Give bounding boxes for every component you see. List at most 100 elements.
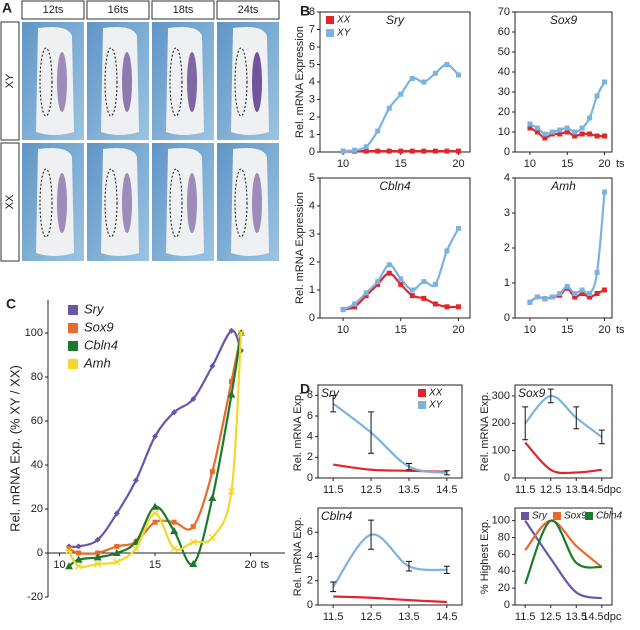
- marker: [594, 133, 600, 139]
- embryo-image: [152, 143, 214, 261]
- marker: [602, 133, 608, 139]
- plot-frame: [514, 177, 613, 319]
- plot-frame: [317, 384, 463, 479]
- chart-title: Sry: [386, 13, 405, 27]
- marker: [564, 125, 570, 131]
- y-tick-label: 1: [309, 128, 315, 140]
- marker: [455, 72, 461, 78]
- legend-swatch: [68, 305, 78, 315]
- legend-label: Amh: [83, 355, 111, 370]
- series-line: [524, 394, 603, 438]
- marker: [572, 133, 578, 139]
- y-tick-label: 3: [309, 228, 315, 240]
- marker: [363, 148, 369, 154]
- tissue: [166, 27, 204, 135]
- y-tick-label: 4: [504, 172, 510, 184]
- marker: [444, 62, 450, 67]
- x-tick-label: 10: [53, 559, 65, 571]
- y-tick-label: 6: [307, 410, 313, 422]
- legend-swatch: [418, 389, 426, 397]
- tissue: [101, 148, 139, 256]
- plot-frame: [514, 11, 613, 153]
- error-bar: [547, 388, 554, 404]
- x-tick-label: 13.5: [398, 611, 419, 623]
- y-tick-label: 8: [309, 6, 315, 18]
- y-tick-label: 8: [307, 389, 313, 401]
- marker: [594, 270, 600, 275]
- marker: [398, 281, 404, 287]
- marker: [190, 524, 196, 530]
- error-bar: [405, 463, 412, 471]
- legend-label: XY: [428, 400, 444, 411]
- marker: [190, 396, 197, 402]
- marker: [386, 105, 392, 111]
- error-bar: [522, 406, 529, 441]
- marker: [455, 225, 461, 231]
- error-bar: [598, 429, 605, 445]
- y-tick-label: 0: [504, 146, 510, 158]
- marker: [602, 287, 608, 293]
- marker: [534, 129, 540, 135]
- marker: [594, 291, 600, 296]
- y-tick-label: 4: [307, 431, 313, 443]
- marker: [527, 299, 533, 305]
- marker: [602, 189, 608, 195]
- x-tick-label: 14.5: [436, 484, 457, 496]
- y-axis-label: Rel. mRNA Exp. (% XY / XX): [7, 365, 22, 532]
- error-bar: [443, 565, 450, 574]
- x-tick-label: 15: [561, 158, 573, 170]
- embryo-image: [217, 143, 279, 261]
- chart-title: Sox9: [518, 386, 546, 400]
- y-tick-label: 4: [309, 200, 315, 212]
- marker: [527, 121, 533, 127]
- y-tick-label: 2: [504, 242, 510, 254]
- legend-label: Cbln4: [84, 337, 118, 352]
- y-tick-label: 0: [504, 312, 510, 324]
- marker: [151, 509, 159, 517]
- marker: [171, 519, 177, 525]
- y-tick-label: 20: [498, 106, 510, 118]
- series-line: [524, 520, 603, 600]
- legend-label: Sox9: [84, 319, 114, 334]
- x-tick-label: 20: [244, 559, 256, 571]
- marker: [152, 433, 159, 440]
- legend-label: Sox9: [564, 511, 587, 522]
- row-header: [0, 142, 20, 262]
- marker: [375, 128, 381, 134]
- marker: [151, 502, 160, 510]
- y-axis-label: Rel. mRNA Exp.: [292, 392, 304, 471]
- outline: [104, 168, 118, 238]
- error-bar: [443, 470, 450, 476]
- y-tick-label: 80: [31, 371, 43, 383]
- column-header: [216, 0, 280, 20]
- stain: [57, 173, 67, 233]
- chart-title: Cbln4: [379, 179, 411, 193]
- column-header: [21, 0, 85, 20]
- stain: [122, 173, 132, 233]
- y-tick-label: 100: [25, 327, 43, 339]
- marker: [95, 550, 101, 556]
- y-tick-label: 20: [498, 582, 510, 594]
- tissue: [231, 27, 269, 135]
- x-tick-label: 12.5: [540, 611, 561, 623]
- y-tick-label: 2: [309, 111, 315, 123]
- x-tick-label: 15: [561, 324, 573, 336]
- x-tick-label: 11.5: [515, 611, 536, 623]
- outline: [169, 47, 183, 117]
- marker: [572, 129, 578, 135]
- y-tick-label: 6: [309, 41, 315, 53]
- x-tick-label: 13.5: [566, 484, 587, 496]
- y-tick-label: 0: [504, 472, 510, 484]
- marker: [564, 129, 570, 135]
- marker: [66, 546, 72, 552]
- x-tick-label: 14.5dpc: [582, 611, 622, 623]
- row-label: XY: [4, 73, 16, 88]
- legend-label: XY: [336, 28, 352, 39]
- legend-label: XX: [428, 388, 443, 399]
- legend-label: XX: [336, 15, 351, 26]
- marker: [587, 291, 593, 296]
- error-bar: [368, 411, 375, 454]
- stain: [57, 52, 67, 112]
- y-axis-label: Rel. mRNA Expression: [294, 26, 306, 138]
